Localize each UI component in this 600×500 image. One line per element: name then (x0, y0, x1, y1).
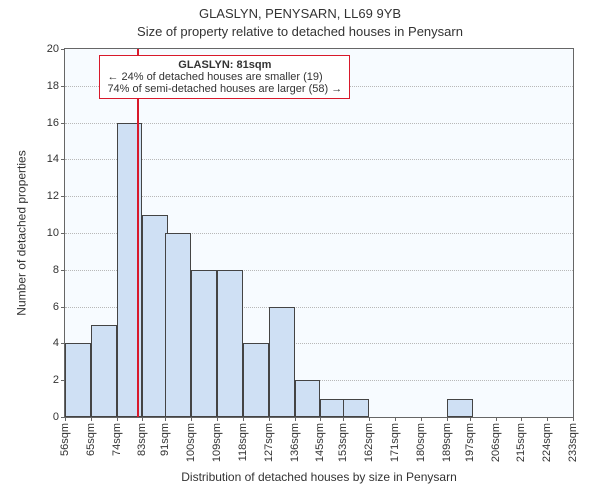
xtick-label: 197sqm (464, 423, 476, 462)
xtick-mark (91, 417, 92, 421)
histogram-bar (142, 215, 168, 417)
ytick-label: 18 (47, 80, 59, 92)
xtick-label: 171sqm (389, 423, 401, 462)
xtick-mark (117, 417, 118, 421)
chart-title-sub: Size of property relative to detached ho… (0, 24, 600, 39)
xtick-mark (421, 417, 422, 421)
xtick-mark (269, 417, 270, 421)
xtick-label: 127sqm (263, 423, 275, 462)
ytick-mark (61, 196, 65, 197)
figure: GLASLYN, PENYSARN, LL69 9YB Size of prop… (0, 0, 600, 500)
xtick-label: 224sqm (541, 423, 553, 462)
annotation-line3: 74% of semi-detached houses are larger (… (107, 83, 342, 95)
xtick-label: 83sqm (136, 423, 148, 456)
xtick-label: 233sqm (567, 423, 579, 462)
xtick-mark (521, 417, 522, 421)
ytick-label: 0 (53, 411, 59, 423)
ytick-label: 10 (47, 227, 59, 239)
xtick-mark (343, 417, 344, 421)
xtick-label: 189sqm (441, 423, 453, 462)
xtick-mark (165, 417, 166, 421)
ytick-mark (61, 86, 65, 87)
xtick-label: 56sqm (59, 423, 71, 456)
xtick-label: 153sqm (337, 423, 349, 462)
ytick-label: 4 (53, 337, 59, 349)
xtick-mark (369, 417, 370, 421)
histogram-bar (243, 343, 269, 417)
histogram-bar (320, 399, 346, 417)
ytick-label: 2 (53, 374, 59, 386)
ytick-mark (61, 159, 65, 160)
histogram-bar (343, 399, 369, 417)
xtick-label: 215sqm (515, 423, 527, 462)
xtick-label: 109sqm (211, 423, 223, 462)
reference-marker-line (137, 49, 139, 417)
annotation-line2: ← 24% of detached houses are smaller (19… (107, 71, 342, 83)
xtick-label: 162sqm (363, 423, 375, 462)
xtick-mark (142, 417, 143, 421)
xtick-mark (395, 417, 396, 421)
xtick-label: 136sqm (289, 423, 301, 462)
histogram-bar (165, 233, 191, 417)
ytick-mark (61, 233, 65, 234)
xtick-label: 91sqm (159, 423, 171, 456)
xtick-mark (320, 417, 321, 421)
histogram-bar (295, 380, 321, 417)
xtick-mark (496, 417, 497, 421)
histogram-bar (91, 325, 117, 417)
ytick-label: 12 (47, 190, 59, 202)
x-axis-label: Distribution of detached houses by size … (64, 470, 574, 484)
xtick-mark (217, 417, 218, 421)
ytick-mark (61, 49, 65, 50)
ytick-label: 8 (53, 264, 59, 276)
xtick-label: 100sqm (185, 423, 197, 462)
xtick-label: 65sqm (85, 423, 97, 456)
annotation-line1: GLASLYN: 81sqm (107, 59, 342, 71)
xtick-mark (573, 417, 574, 421)
ytick-mark (61, 123, 65, 124)
xtick-label: 145sqm (314, 423, 326, 462)
ytick-mark (61, 270, 65, 271)
ytick-label: 14 (47, 153, 59, 165)
histogram-bar (65, 343, 91, 417)
annotation-callout: GLASLYN: 81sqm← 24% of detached houses a… (99, 55, 350, 99)
xtick-mark (470, 417, 471, 421)
y-axis-label: Number of detached properties (14, 48, 30, 418)
xtick-mark (295, 417, 296, 421)
ytick-label: 6 (53, 301, 59, 313)
xtick-mark (191, 417, 192, 421)
xtick-label: 206sqm (490, 423, 502, 462)
ytick-label: 16 (47, 117, 59, 129)
y-axis-label-text: Number of detached properties (15, 150, 29, 315)
xtick-mark (447, 417, 448, 421)
histogram-bar (447, 399, 473, 417)
xtick-mark (547, 417, 548, 421)
histogram-bar (217, 270, 243, 417)
xtick-label: 74sqm (111, 423, 123, 456)
xtick-label: 180sqm (415, 423, 427, 462)
plot-area: 0246810121416182056sqm65sqm74sqm83sqm91s… (64, 48, 574, 418)
ytick-label: 20 (47, 43, 59, 55)
xtick-label: 118sqm (237, 423, 249, 461)
xtick-mark (65, 417, 66, 421)
xtick-mark (243, 417, 244, 421)
chart-title-main: GLASLYN, PENYSARN, LL69 9YB (0, 6, 600, 21)
histogram-bar (191, 270, 217, 417)
histogram-bar (269, 307, 295, 417)
ytick-mark (61, 307, 65, 308)
